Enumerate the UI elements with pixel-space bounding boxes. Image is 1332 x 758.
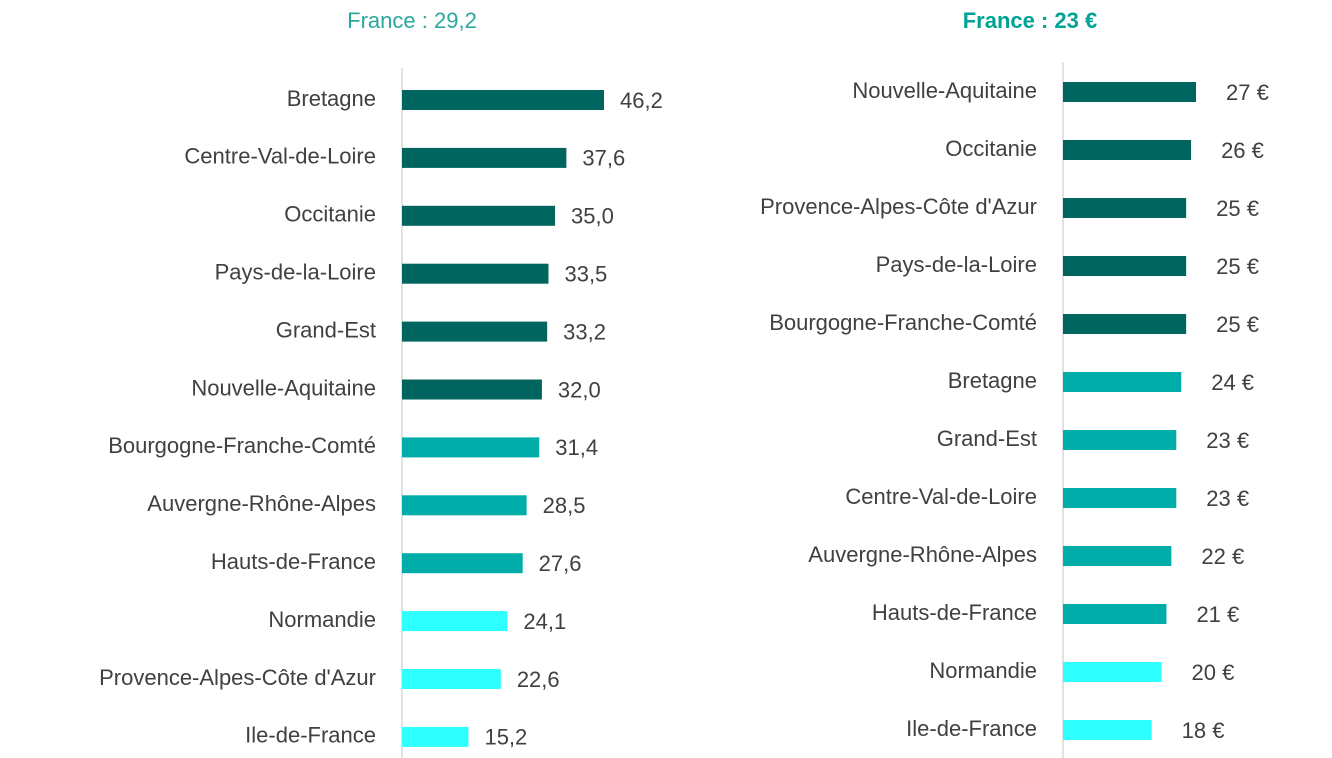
bar xyxy=(1063,198,1187,218)
category-label: Normandie xyxy=(929,658,1037,683)
category-label: Pays-de-la-Loire xyxy=(215,260,376,285)
value-label: 33,5 xyxy=(564,262,607,287)
value-label: 25 € xyxy=(1216,196,1259,221)
category-label: Auvergne-Rhône-Alpes xyxy=(808,542,1037,567)
category-label: Hauts-de-France xyxy=(211,549,376,574)
value-label: 33,2 xyxy=(563,319,606,344)
bar xyxy=(1063,82,1196,102)
value-label: 23 € xyxy=(1206,428,1249,453)
value-label: 37,6 xyxy=(582,146,625,171)
category-label: Provence-Alpes-Côte d'Azur xyxy=(760,194,1037,219)
value-label: 26 € xyxy=(1221,138,1264,163)
bar xyxy=(1063,256,1187,276)
value-label: 25 € xyxy=(1216,312,1259,337)
bar xyxy=(402,90,604,110)
bar xyxy=(402,553,523,574)
bar xyxy=(402,379,542,400)
category-label: Grand-Est xyxy=(276,317,376,342)
chart-title: France : 29,2 xyxy=(347,8,477,33)
bar xyxy=(1063,488,1177,508)
chart-title: France : 23 € xyxy=(963,8,1098,33)
category-label: Ile-de-France xyxy=(906,716,1037,741)
value-label: 18 € xyxy=(1182,718,1225,743)
bar xyxy=(1063,140,1192,160)
bar xyxy=(1063,604,1167,624)
bar xyxy=(1063,430,1177,450)
value-label: 24,1 xyxy=(523,609,566,634)
category-label: Pays-de-la-Loire xyxy=(876,252,1037,277)
value-label: 27 € xyxy=(1226,80,1269,105)
bar xyxy=(1063,546,1172,566)
bar xyxy=(402,321,548,342)
category-label: Centre-Val-de-Loire xyxy=(184,144,376,169)
category-label: Bretagne xyxy=(948,368,1037,393)
category-label: Occitanie xyxy=(284,202,376,227)
category-label: Grand-Est xyxy=(937,426,1037,451)
category-label: Occitanie xyxy=(945,136,1037,161)
bar xyxy=(1063,720,1152,740)
bar xyxy=(402,437,540,458)
bar xyxy=(1063,314,1187,334)
value-label: 31,4 xyxy=(555,435,598,460)
value-label: 35,0 xyxy=(571,204,614,229)
category-label: Nouvelle-Aquitaine xyxy=(191,375,376,400)
category-label: Auvergne-Rhône-Alpes xyxy=(147,491,376,516)
value-label: 21 € xyxy=(1196,602,1239,627)
category-label: Ile-de-France xyxy=(245,723,376,748)
value-label: 22,6 xyxy=(517,667,560,692)
bar xyxy=(402,495,527,516)
bar xyxy=(402,669,501,689)
value-label: 22 € xyxy=(1201,544,1244,569)
value-label: 20 € xyxy=(1192,660,1235,685)
category-label: Hauts-de-France xyxy=(872,600,1037,625)
value-label: 24 € xyxy=(1211,370,1254,395)
category-label: Provence-Alpes-Côte d'Azur xyxy=(99,665,376,690)
category-label: Bretagne xyxy=(287,86,376,111)
category-label: Normandie xyxy=(268,607,376,632)
bar xyxy=(1063,662,1162,682)
value-label: 32,0 xyxy=(558,377,601,402)
value-label: 23 € xyxy=(1206,486,1249,511)
value-label: 25 € xyxy=(1216,254,1259,279)
bar xyxy=(402,205,556,226)
category-label: Nouvelle-Aquitaine xyxy=(852,78,1037,103)
bar xyxy=(402,611,508,632)
bar xyxy=(402,726,469,747)
bar xyxy=(402,147,567,168)
category-label: Bourgogne-Franche-Comté xyxy=(108,433,376,458)
value-label: 15,2 xyxy=(484,725,527,750)
category-label: Centre-Val-de-Loire xyxy=(845,484,1037,509)
bar xyxy=(1063,372,1182,392)
category-label: Bourgogne-Franche-Comté xyxy=(769,310,1037,335)
value-label: 27,6 xyxy=(539,551,582,576)
value-label: 46,2 xyxy=(620,88,663,113)
bar xyxy=(402,263,549,284)
value-label: 28,5 xyxy=(543,493,586,518)
